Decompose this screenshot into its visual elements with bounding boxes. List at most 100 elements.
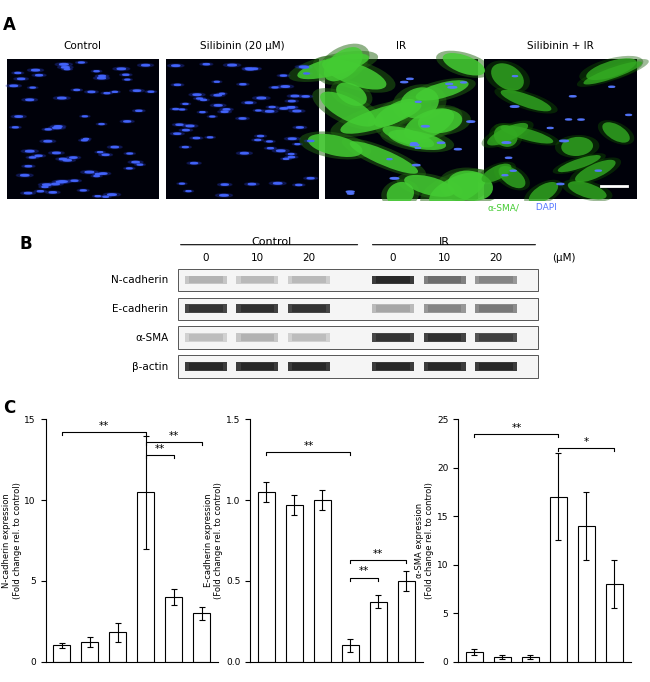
Text: *: * bbox=[584, 437, 589, 447]
Bar bbox=[189, 363, 223, 370]
Ellipse shape bbox=[83, 116, 87, 117]
Ellipse shape bbox=[304, 73, 309, 74]
Ellipse shape bbox=[566, 119, 571, 120]
Ellipse shape bbox=[74, 89, 79, 91]
Ellipse shape bbox=[211, 104, 226, 107]
Ellipse shape bbox=[96, 74, 109, 77]
Bar bbox=[424, 276, 465, 284]
Ellipse shape bbox=[393, 84, 447, 121]
Ellipse shape bbox=[25, 151, 34, 152]
Ellipse shape bbox=[80, 190, 86, 191]
Ellipse shape bbox=[37, 191, 44, 192]
Ellipse shape bbox=[603, 122, 630, 143]
Ellipse shape bbox=[382, 179, 419, 209]
Ellipse shape bbox=[293, 110, 301, 112]
Ellipse shape bbox=[127, 168, 132, 169]
Ellipse shape bbox=[494, 164, 530, 190]
Ellipse shape bbox=[79, 139, 90, 141]
Ellipse shape bbox=[132, 162, 139, 163]
Ellipse shape bbox=[415, 147, 421, 149]
Ellipse shape bbox=[324, 47, 363, 81]
Ellipse shape bbox=[32, 154, 46, 157]
Bar bbox=[372, 304, 414, 313]
Ellipse shape bbox=[586, 58, 636, 80]
Ellipse shape bbox=[380, 128, 454, 152]
Ellipse shape bbox=[245, 68, 252, 69]
Ellipse shape bbox=[15, 116, 23, 117]
Ellipse shape bbox=[524, 180, 563, 206]
Bar bbox=[342, 645, 359, 662]
Ellipse shape bbox=[254, 110, 263, 111]
Bar bbox=[314, 500, 331, 662]
Ellipse shape bbox=[285, 100, 298, 102]
Ellipse shape bbox=[62, 68, 72, 70]
Ellipse shape bbox=[18, 78, 25, 80]
Ellipse shape bbox=[187, 162, 201, 164]
Ellipse shape bbox=[59, 159, 75, 162]
Ellipse shape bbox=[58, 65, 73, 69]
Ellipse shape bbox=[296, 127, 304, 128]
Ellipse shape bbox=[246, 68, 254, 70]
Bar bbox=[475, 304, 517, 313]
Bar bbox=[189, 306, 223, 312]
Ellipse shape bbox=[79, 62, 84, 63]
Bar bbox=[6, 59, 159, 199]
Ellipse shape bbox=[53, 96, 70, 100]
Bar bbox=[424, 362, 465, 371]
Bar bbox=[428, 306, 462, 312]
Ellipse shape bbox=[261, 110, 278, 113]
Ellipse shape bbox=[584, 61, 642, 85]
Ellipse shape bbox=[227, 64, 237, 66]
Ellipse shape bbox=[300, 66, 308, 68]
Ellipse shape bbox=[265, 110, 274, 112]
Bar bbox=[325, 59, 478, 199]
Ellipse shape bbox=[10, 85, 18, 87]
Ellipse shape bbox=[85, 171, 94, 173]
Ellipse shape bbox=[374, 99, 416, 127]
Text: 10: 10 bbox=[438, 253, 451, 263]
Ellipse shape bbox=[10, 126, 21, 128]
Ellipse shape bbox=[410, 107, 471, 136]
Ellipse shape bbox=[173, 108, 179, 110]
Ellipse shape bbox=[183, 130, 189, 131]
Ellipse shape bbox=[96, 123, 107, 125]
Bar bbox=[292, 334, 326, 341]
Ellipse shape bbox=[22, 165, 35, 168]
Ellipse shape bbox=[103, 196, 109, 197]
Ellipse shape bbox=[120, 120, 134, 123]
Ellipse shape bbox=[224, 63, 240, 67]
Bar bbox=[376, 276, 410, 284]
Ellipse shape bbox=[308, 134, 363, 157]
Text: 0: 0 bbox=[390, 253, 396, 263]
Ellipse shape bbox=[382, 126, 434, 147]
Ellipse shape bbox=[60, 63, 68, 65]
Bar bbox=[185, 276, 227, 284]
Ellipse shape bbox=[49, 151, 64, 154]
Ellipse shape bbox=[55, 180, 72, 183]
Bar bbox=[522, 657, 539, 662]
Bar bbox=[372, 362, 414, 371]
Ellipse shape bbox=[108, 194, 116, 196]
Ellipse shape bbox=[255, 135, 266, 137]
Ellipse shape bbox=[45, 129, 51, 130]
Ellipse shape bbox=[174, 84, 181, 85]
Bar bbox=[178, 355, 538, 378]
Bar bbox=[53, 645, 70, 662]
Bar bbox=[376, 363, 410, 370]
Ellipse shape bbox=[487, 123, 528, 145]
Ellipse shape bbox=[12, 127, 18, 128]
Text: β-actin: β-actin bbox=[132, 361, 168, 372]
Ellipse shape bbox=[499, 166, 525, 188]
Ellipse shape bbox=[214, 81, 219, 83]
Bar bbox=[288, 333, 330, 342]
Bar bbox=[479, 276, 513, 284]
Bar bbox=[370, 602, 387, 662]
Text: **: ** bbox=[359, 566, 369, 576]
Ellipse shape bbox=[500, 90, 551, 111]
Ellipse shape bbox=[142, 65, 150, 66]
Ellipse shape bbox=[313, 56, 395, 93]
Ellipse shape bbox=[242, 68, 257, 71]
Ellipse shape bbox=[43, 184, 51, 186]
Ellipse shape bbox=[186, 191, 191, 192]
Ellipse shape bbox=[84, 91, 98, 93]
